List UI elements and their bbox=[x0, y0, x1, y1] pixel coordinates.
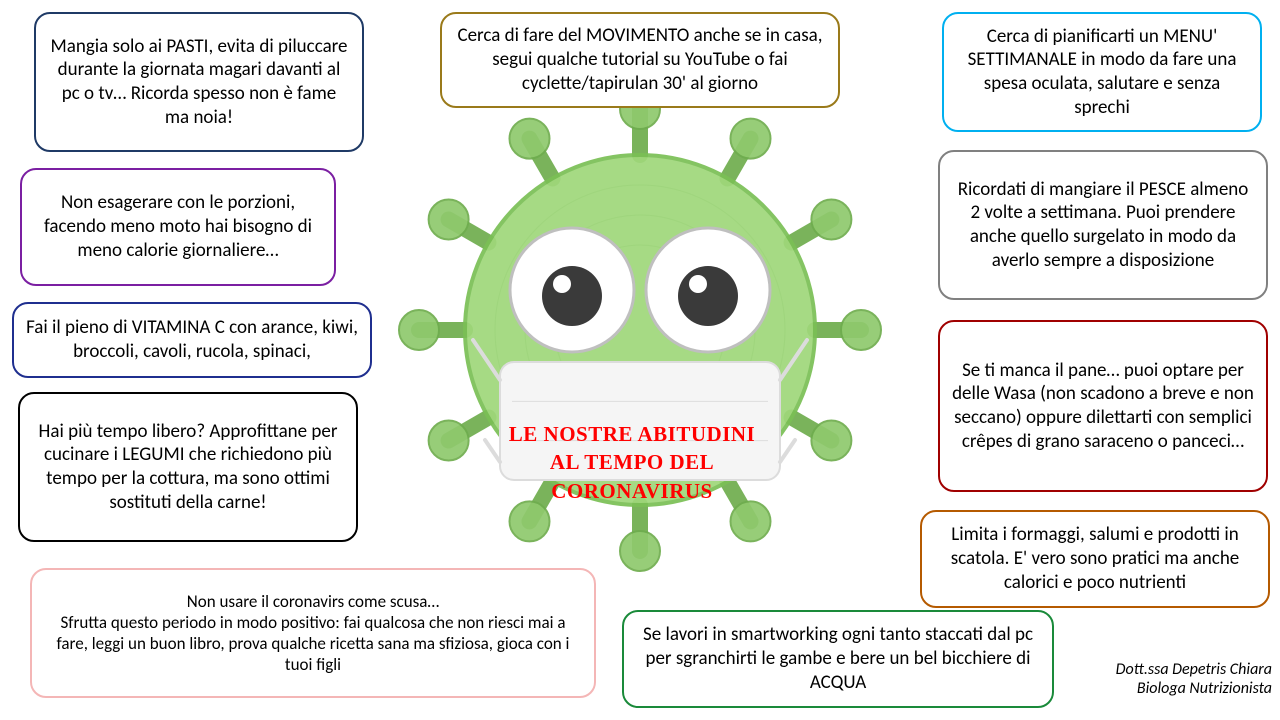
credit-line1: Dott.ssa Depetris Chiara bbox=[1056, 660, 1272, 679]
box-portions: Non esagerare con le porzioni, facendo m… bbox=[20, 168, 336, 286]
box-movement: Cerca di fare del MOVIMENTO anche se in … bbox=[440, 12, 840, 108]
credit-line2: Biologa Nutrizionista bbox=[1056, 679, 1272, 698]
box-menu: Cerca di pianificarti un MENU' SETTIMANA… bbox=[942, 12, 1262, 132]
box-vitc: Fai il pieno di VITAMINA C con arance, k… bbox=[12, 302, 372, 378]
box-fish: Ricordati di mangiare il PESCE almeno 2 … bbox=[938, 150, 1268, 300]
box-meals: Mangia solo ai PASTI, evita di piluccare… bbox=[34, 12, 364, 152]
box-legumes: Hai più tempo libero? Approfittane per c… bbox=[18, 392, 358, 542]
box-bread: Se ti manca il pane… puoi optare per del… bbox=[938, 320, 1268, 492]
author-credit: Dott.ssa Depetris Chiara Biologa Nutrizi… bbox=[1056, 660, 1272, 698]
box-noscuse: Non usare il coronavirs come scusa… Sfru… bbox=[30, 568, 596, 698]
box-cheese: Limita i formaggi, salumi e prodotti in … bbox=[920, 510, 1270, 608]
central-title: LE NOSTRE ABITUDINI AL TEMPO DEL CORONAV… bbox=[452, 420, 812, 505]
box-smartworking: Se lavori in smartworking ogni tanto sta… bbox=[622, 610, 1054, 708]
virus-graphic bbox=[360, 50, 920, 610]
